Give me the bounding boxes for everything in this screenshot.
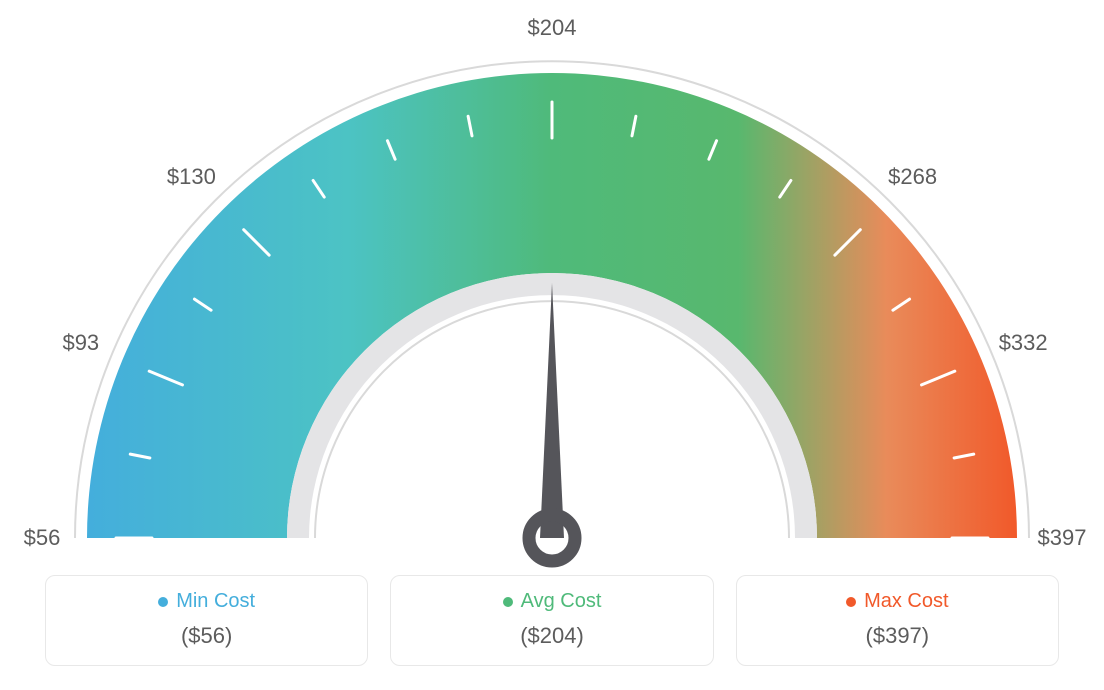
gauge-tick-label: $93 (62, 330, 99, 356)
gauge-tick-label: $130 (167, 164, 216, 190)
legend-label-avg: Avg Cost (503, 590, 602, 613)
dot-icon (503, 597, 513, 607)
legend-card-max: Max Cost ($397) (736, 575, 1059, 666)
dot-icon (846, 597, 856, 607)
legend-value-min: ($56) (56, 623, 357, 649)
legend-label-min: Min Cost (158, 590, 255, 613)
legend-card-min: Min Cost ($56) (45, 575, 368, 666)
legend-label-max: Max Cost (846, 590, 948, 613)
legend-label-text: Max Cost (864, 590, 948, 613)
gauge-tick-label: $397 (1038, 525, 1087, 551)
gauge-tick-label: $332 (999, 330, 1048, 356)
gauge-tick-label: $268 (888, 164, 937, 190)
legend-card-avg: Avg Cost ($204) (390, 575, 713, 666)
gauge-tick-label: $204 (528, 15, 577, 41)
legend-label-text: Avg Cost (521, 590, 602, 613)
gauge-tick-label: $56 (24, 525, 61, 551)
gauge-chart: $56 $93 $130 $204 $268 $332 $397 (0, 0, 1104, 570)
legend-row: Min Cost ($56) Avg Cost ($204) Max Cost … (45, 575, 1059, 666)
dot-icon (158, 597, 168, 607)
legend-value-max: ($397) (747, 623, 1048, 649)
legend-value-avg: ($204) (401, 623, 702, 649)
legend-label-text: Min Cost (176, 590, 255, 613)
chart-container: $56 $93 $130 $204 $268 $332 $397 Min Cost ($56… (0, 0, 1104, 690)
